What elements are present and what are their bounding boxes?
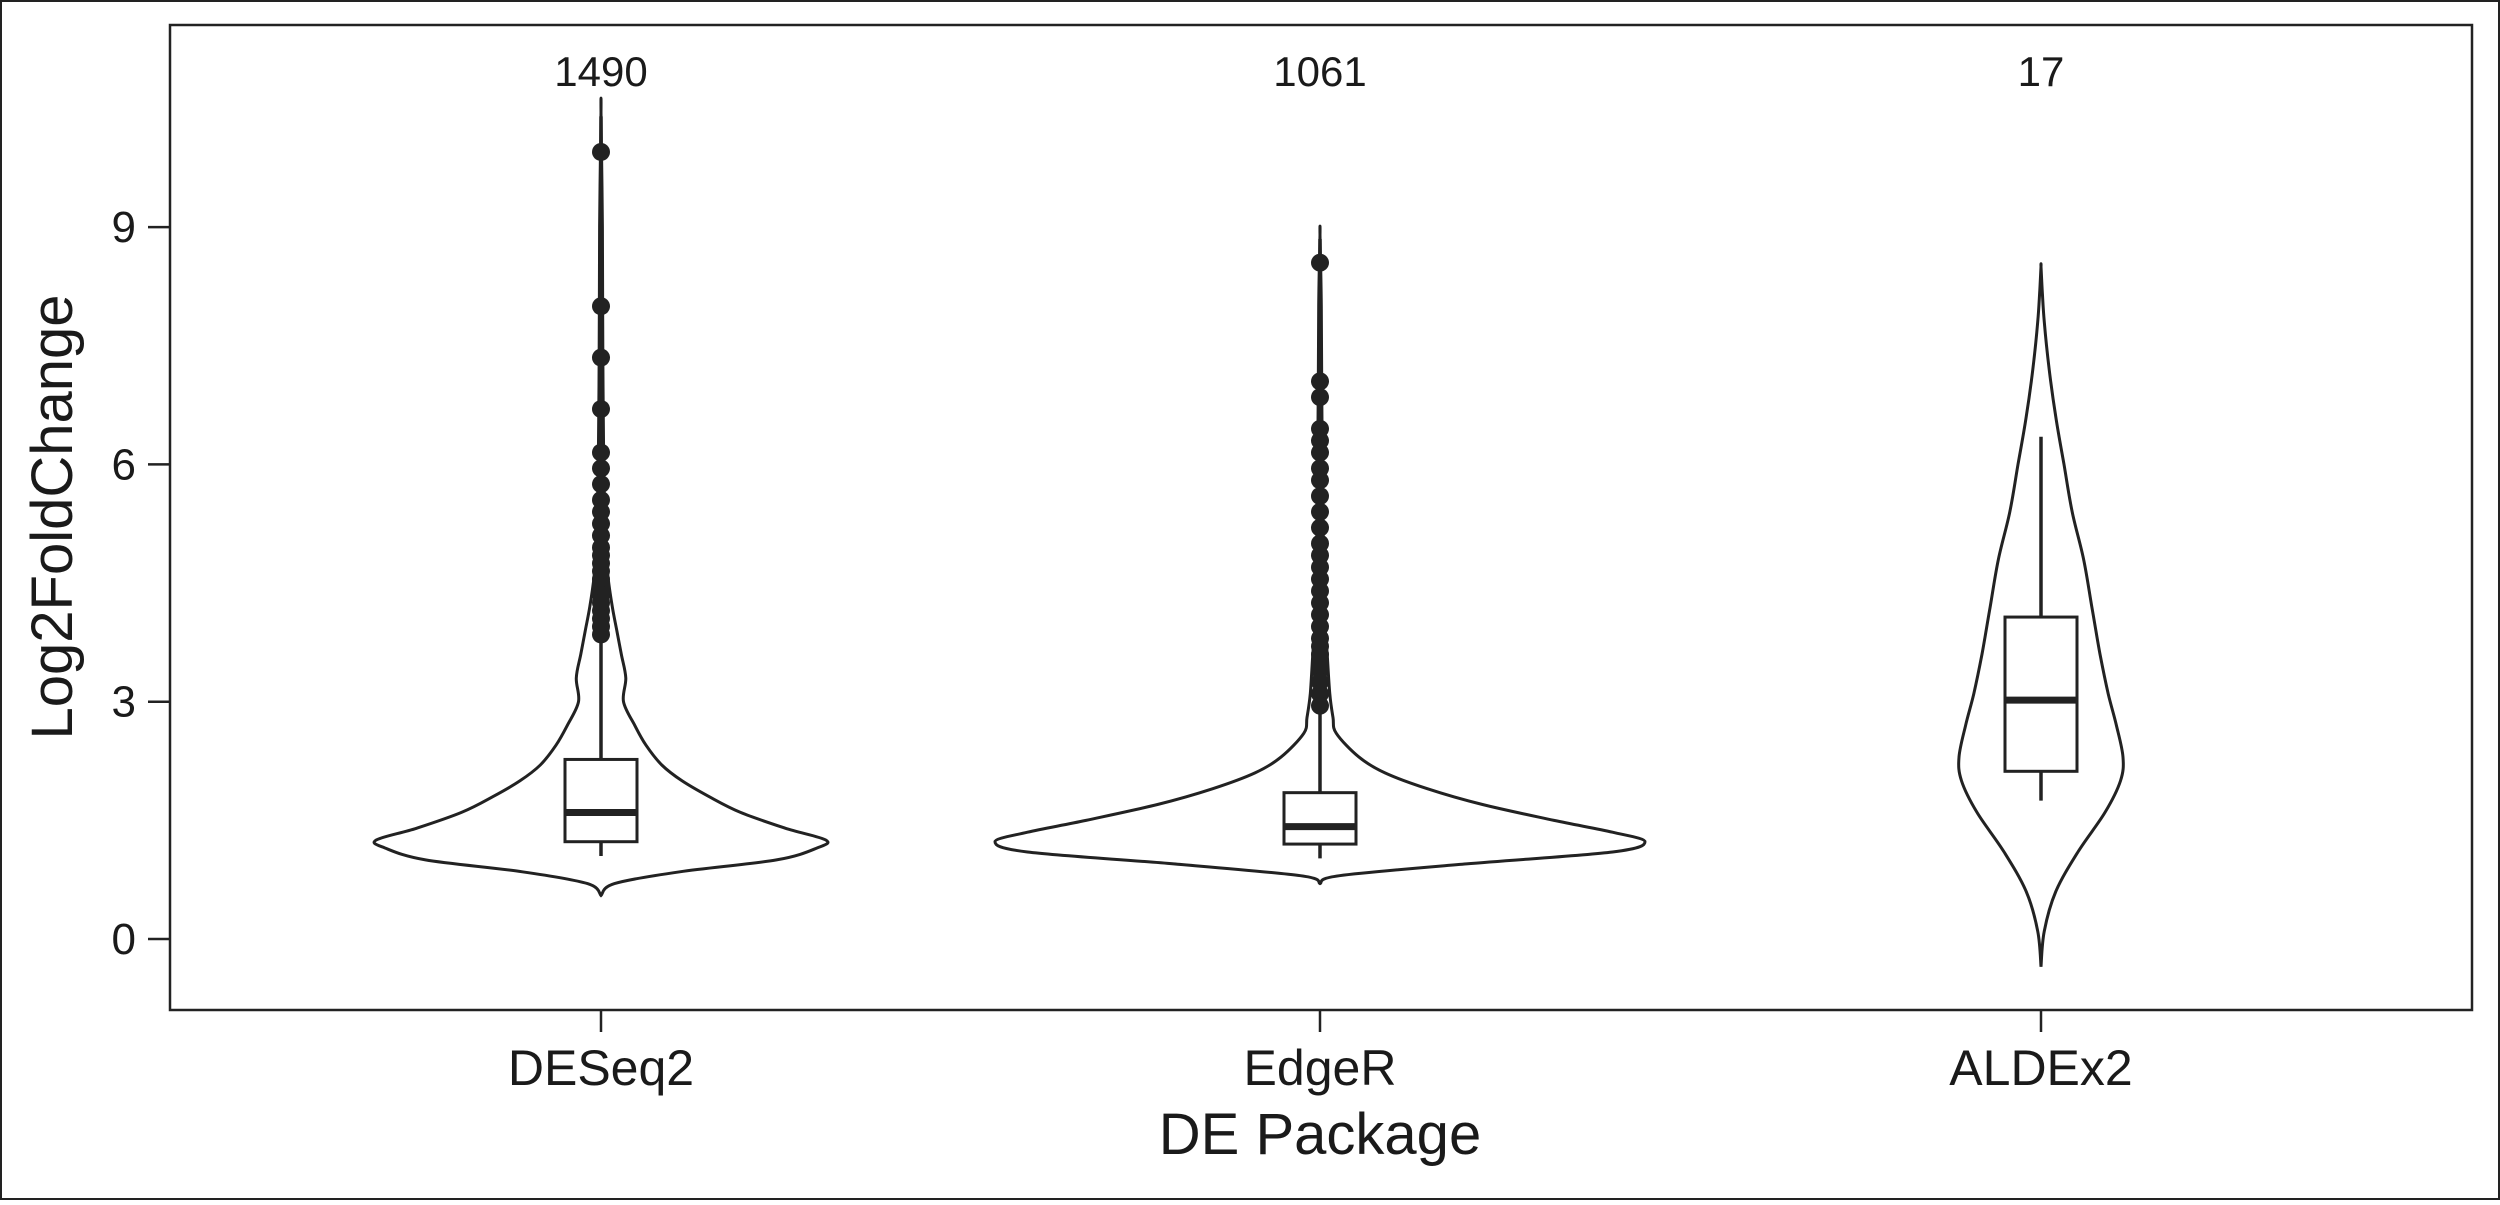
outlier-point xyxy=(592,443,610,462)
y-axis: 0 3 6 9 xyxy=(112,203,170,964)
iqr-box xyxy=(2003,615,2079,773)
x-tick-label: ALDEx2 xyxy=(1949,1040,2132,1096)
outlier-point xyxy=(1311,471,1329,490)
outlier-point xyxy=(1311,487,1329,506)
outlier-point xyxy=(592,348,610,367)
iqr-box xyxy=(563,757,639,844)
outlier-point xyxy=(592,475,610,494)
outlier-point xyxy=(592,625,610,644)
outlier-point xyxy=(1311,443,1329,462)
x-tick-label: EdgeR xyxy=(1244,1040,1397,1096)
y-tick-label: 3 xyxy=(112,678,136,727)
violin-group-deseq2: 1490 xyxy=(372,48,830,898)
count-label: 1490 xyxy=(554,48,647,95)
outlier-point xyxy=(1311,372,1329,391)
outlier-point xyxy=(1311,253,1329,272)
y-tick-label: 6 xyxy=(112,440,136,489)
y-tick-label: 0 xyxy=(112,915,136,964)
outlier-point xyxy=(1311,696,1329,715)
outlier-point xyxy=(592,297,610,316)
y-tick-label: 9 xyxy=(112,203,136,252)
iqr-box xyxy=(1282,791,1358,846)
outlier-point xyxy=(592,142,610,161)
violin-group-aldex2: 17 xyxy=(1957,48,2125,967)
x-axis-title: DE Package xyxy=(1159,1102,1481,1167)
y-axis-title: Log2FoldChange xyxy=(20,294,85,739)
outlier-point xyxy=(1311,518,1329,537)
x-tick-label: DESeq2 xyxy=(508,1040,694,1096)
count-label: 1061 xyxy=(1273,48,1366,95)
x-axis: DESeq2 EdgeR ALDEx2 xyxy=(508,1010,2133,1096)
outlier-point xyxy=(592,459,610,478)
outlier-point xyxy=(1311,502,1329,521)
outlier-point xyxy=(592,400,610,419)
violin-group-edger: 1061 xyxy=(993,48,1647,886)
count-label: 17 xyxy=(2018,48,2065,95)
chart-marks: 1490 1061 17 xyxy=(372,48,2125,967)
outlier-point xyxy=(1311,388,1329,407)
